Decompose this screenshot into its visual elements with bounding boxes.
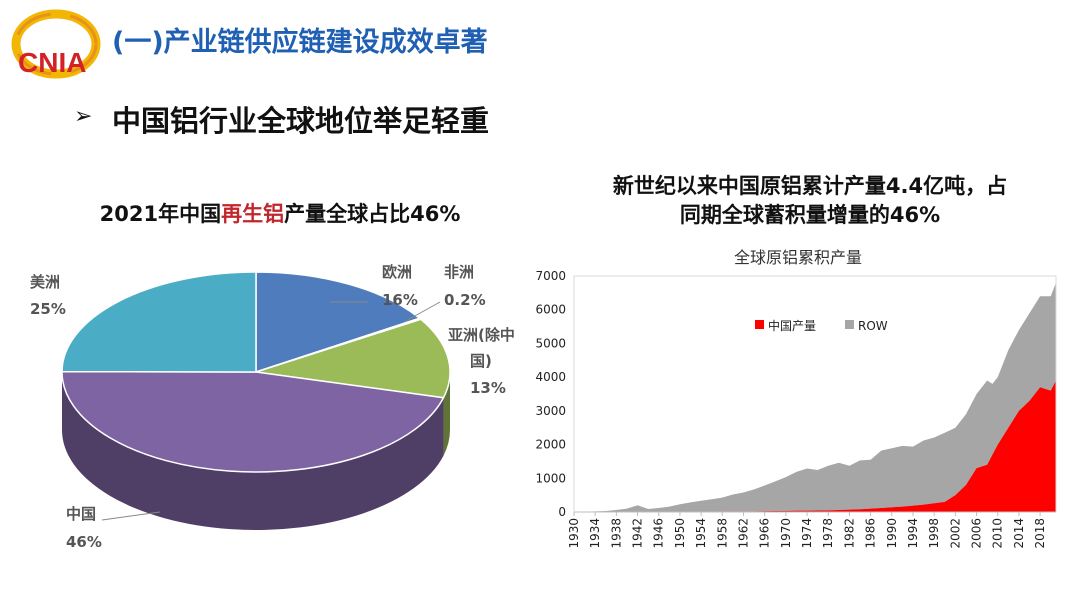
x-tick-label: 1934	[588, 518, 602, 549]
x-tick-label: 2014	[1012, 518, 1026, 549]
x-tick-label: 1962	[736, 518, 750, 549]
chart-legend: 中国产量 ROW	[755, 318, 888, 333]
area-heading-line-1: 新世纪以来中国原铝累计产量4.4亿吨，占	[612, 174, 1008, 198]
legend-swatch	[755, 320, 764, 329]
america-label-pct: 25%	[30, 300, 66, 318]
x-tick-label: 2002	[948, 518, 962, 549]
pie-title-suffix: 产量全球占比46%	[284, 202, 461, 226]
legend-label: 中国产量	[768, 318, 816, 333]
y-tick-label: 3000	[535, 404, 566, 418]
x-tick-label: 1994	[906, 518, 920, 549]
x-tick-label: 1942	[631, 518, 645, 549]
x-tick-label: 2006	[970, 518, 984, 549]
x-tick-label: 1998	[927, 518, 941, 549]
asia-label-name-2: 国)	[470, 352, 492, 370]
area-heading-line-2: 同期全球蓄积量增量的46%	[679, 203, 941, 227]
y-tick-label: 5000	[535, 336, 566, 350]
x-tick-label: 1930	[567, 518, 581, 549]
asia-label-pct: 13%	[470, 379, 506, 397]
x-tick-label: 1954	[694, 518, 708, 549]
slide-title: (一)产业链供应链建设成效卓著	[112, 27, 488, 58]
pie-chart: 美洲 25% 欧洲 16% 非洲 0.2% 亚洲(除中 国) 13% 中国 46…	[30, 263, 515, 551]
china-area	[574, 380, 1056, 512]
pie-side-china	[62, 372, 444, 530]
bullet-text: 中国铝行业全球地位举足轻重	[112, 104, 490, 138]
china-label-pct: 46%	[66, 533, 102, 551]
legend-swatch	[845, 320, 854, 329]
bullet-arrow-icon: ➢	[74, 104, 93, 129]
pie-slices	[61, 271, 451, 530]
row-area	[574, 282, 1056, 512]
europe-label-name: 欧洲	[382, 263, 412, 281]
africa-label-pct: 0.2%	[444, 291, 486, 309]
africa-leader-line	[403, 301, 441, 323]
pie-slice-america	[61, 271, 257, 373]
y-tick-label: 0	[558, 505, 566, 519]
y-tick-label: 1000	[535, 471, 566, 485]
y-tick-label: 7000	[535, 269, 566, 283]
x-tick-label: 1950	[673, 518, 687, 549]
pie-slice-china	[61, 370, 445, 473]
x-tick-label: 1982	[842, 518, 856, 549]
x-tick-label: 1958	[715, 518, 729, 549]
y-tick-label: 4000	[535, 370, 566, 384]
asia-label-name-1: 亚洲(除中	[448, 326, 515, 344]
cnia-logo: CNIA	[11, 9, 101, 79]
x-tick-label: 1938	[609, 518, 623, 549]
area-chart-title: 全球原铝累积产量	[734, 248, 862, 267]
africa-label-name: 非洲	[444, 263, 474, 281]
area-plot: 0 1000 2000 3000 4000 5000 6000 7000 1930 1934 193…	[535, 269, 1057, 549]
area-chart-heading: 新世纪以来中国原铝累计产量4.4亿吨，占 同期全球蓄积量增量的46%	[540, 172, 1080, 230]
china-leader-line	[101, 511, 161, 521]
x-tick-label: 1970	[779, 518, 793, 549]
x-tick-label: 2010	[991, 518, 1005, 549]
legend-label: ROW	[858, 319, 888, 333]
pie-title-prefix: 2021年中国	[99, 202, 222, 226]
x-tick-label: 1986	[864, 518, 878, 549]
pie-chart-title: 2021年中国再生铝产量全球占比46%	[30, 198, 530, 228]
x-tick-label: 1966	[758, 518, 772, 549]
pie-title-highlight: 再生铝	[221, 202, 285, 226]
x-tick-label: 2018	[1033, 518, 1047, 549]
china-label-name: 中国	[66, 505, 96, 523]
y-tick-label: 6000	[535, 303, 566, 317]
pie-slice-europe	[255, 271, 422, 374]
x-tick-label: 1974	[800, 518, 814, 549]
logo-text: CNIA	[18, 47, 86, 78]
x-tick-label: 1990	[885, 518, 899, 549]
europe-label-pct: 16%	[382, 291, 418, 309]
area-chart: 全球原铝累积产量 0 1000 2000 3000 4000 5000 6000 7000 19…	[535, 248, 1057, 549]
x-tick-label: 1978	[821, 518, 835, 549]
pie-side-asia	[443, 372, 450, 456]
x-tick-label: 1946	[652, 518, 666, 549]
america-label-name: 美洲	[30, 273, 60, 291]
y-tick-label: 2000	[535, 438, 566, 452]
